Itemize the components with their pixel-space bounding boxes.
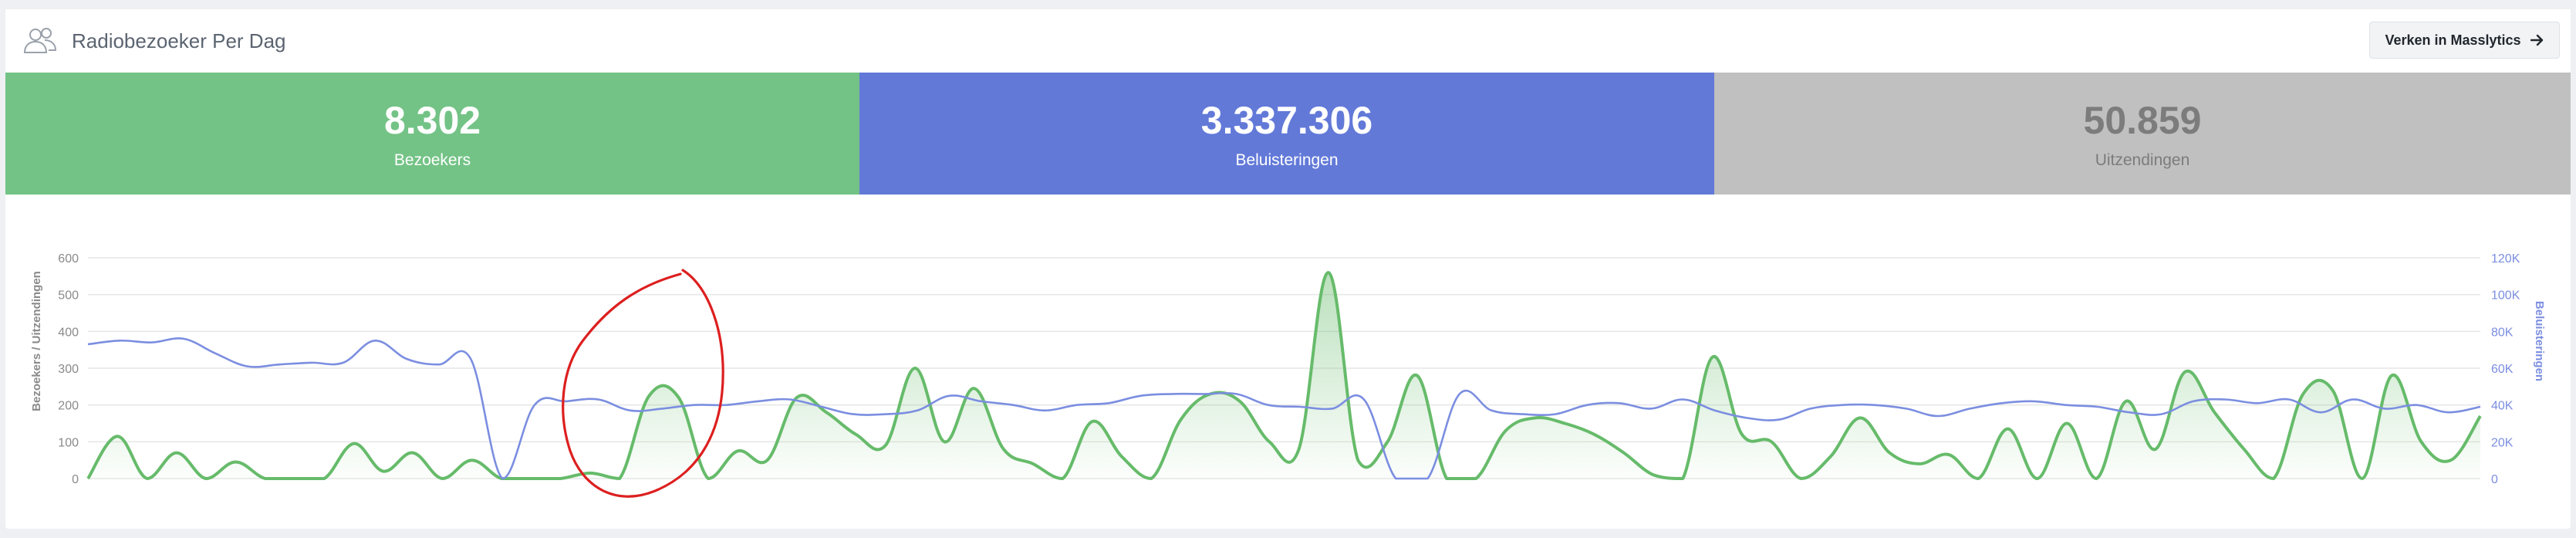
widget-header: Radiobezoeker Per Dag Verken in Masslyti…: [5, 9, 2571, 73]
y-left-tick-label: 400: [58, 326, 79, 339]
explore-button[interactable]: Verken in Masslytics: [2369, 22, 2560, 59]
stat-label: Uitzendingen: [2095, 151, 2190, 169]
y-right-tick-label: 20K: [2491, 436, 2514, 449]
widget-title: Radiobezoeker Per Dag: [72, 29, 286, 52]
users-icon: [23, 28, 57, 53]
y-left-tick-label: 0: [72, 473, 79, 486]
y-left-tick-label: 500: [58, 289, 79, 303]
annotation-circle: [562, 269, 724, 498]
arrow-right-icon: [2530, 34, 2543, 46]
stat-value: 3.337.306: [1200, 99, 1373, 142]
y-right-tick-label: 60K: [2491, 363, 2514, 376]
stat-bezoekers: 8.302 Bezoekers: [5, 73, 859, 195]
y-left-tick-label: 200: [58, 400, 79, 413]
y-right-tick-label: 120K: [2491, 252, 2520, 266]
y-axis-left-title: Bezoekers / Uitzendingen: [30, 271, 43, 411]
chart-series: [86, 271, 2482, 481]
y-right-tick-label: 0: [2491, 473, 2498, 486]
widget-card: Radiobezoeker Per Dag Verken in Masslyti…: [5, 9, 2571, 529]
bezoekers-line: [86, 271, 2482, 481]
y-right-tick-label: 40K: [2491, 400, 2514, 413]
y-axis-left: 0 100 200 300 400 500 600: [58, 252, 79, 486]
stat-value: 8.302: [383, 99, 481, 142]
y-right-tick-label: 80K: [2491, 326, 2514, 339]
stat-label: Bezoekers: [393, 151, 471, 169]
stats-row: 8.302 Bezoekers 3.337.306 Beluisteringen…: [5, 73, 2571, 195]
y-axis-right: 0 20K 40K 60K 80K 100K 120K: [2491, 252, 2520, 486]
y-axis-right-title: Beluisteringen: [2533, 301, 2546, 381]
y-left-tick-label: 100: [58, 436, 79, 449]
explore-button-label: Verken in Masslytics: [2385, 32, 2521, 48]
stat-label: Beluisteringen: [1235, 151, 1339, 169]
stat-value: 50.859: [2083, 99, 2202, 142]
line-chart: 0 100 200 300 400 500 600 0 20K 40K 60K 80K 100K 120…: [30, 252, 2546, 498]
stat-uitzendingen: 50.859 Uitzendingen: [1714, 73, 2571, 195]
stat-beluisteringen: 3.337.306 Beluisteringen: [859, 73, 1714, 195]
series-area: [88, 272, 2480, 479]
y-left-tick-label: 600: [58, 252, 79, 266]
y-right-tick-label: 100K: [2491, 289, 2520, 303]
beluisteringen-line: [87, 337, 2481, 480]
y-left-tick-label: 300: [58, 363, 79, 376]
